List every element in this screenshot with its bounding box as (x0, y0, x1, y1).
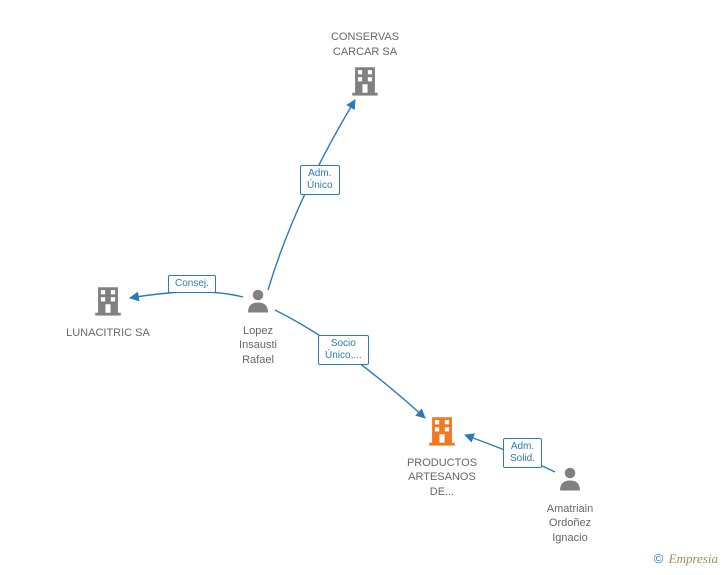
edge-label-e3: Socio Único,... (318, 335, 369, 365)
node-lopez[interactable]: Lopez Insausti Rafael (239, 285, 277, 367)
node-conservas[interactable]: CONSERVAS CARCAR SA (331, 30, 399, 102)
building-icon (407, 413, 477, 452)
brand-name: Empresia (669, 551, 718, 566)
node-productos[interactable]: PRODUCTOS ARTESANOS DE... (407, 413, 477, 499)
node-label: Lopez Insausti Rafael (239, 324, 277, 367)
copyright-symbol: © (654, 551, 664, 566)
node-label: LUNACITRIC SA (66, 326, 150, 340)
person-icon (239, 285, 277, 320)
edge-e1 (268, 100, 355, 290)
edge-label-e1: Adm. Único (300, 165, 340, 195)
building-icon (66, 283, 150, 322)
building-icon (331, 63, 399, 102)
person-icon (547, 463, 593, 498)
edge-label-e2: Consej. (168, 275, 216, 293)
edge-label-e4: Adm. Solid. (503, 438, 542, 468)
node-label: PRODUCTOS ARTESANOS DE... (407, 456, 477, 499)
node-lunacitric[interactable]: LUNACITRIC SA (66, 283, 150, 340)
node-label: Amatriain Ordoñez Ignacio (547, 502, 593, 545)
node-label: CONSERVAS CARCAR SA (331, 30, 399, 59)
watermark: © Empresia (654, 551, 718, 567)
node-amatriain[interactable]: Amatriain Ordoñez Ignacio (547, 463, 593, 545)
